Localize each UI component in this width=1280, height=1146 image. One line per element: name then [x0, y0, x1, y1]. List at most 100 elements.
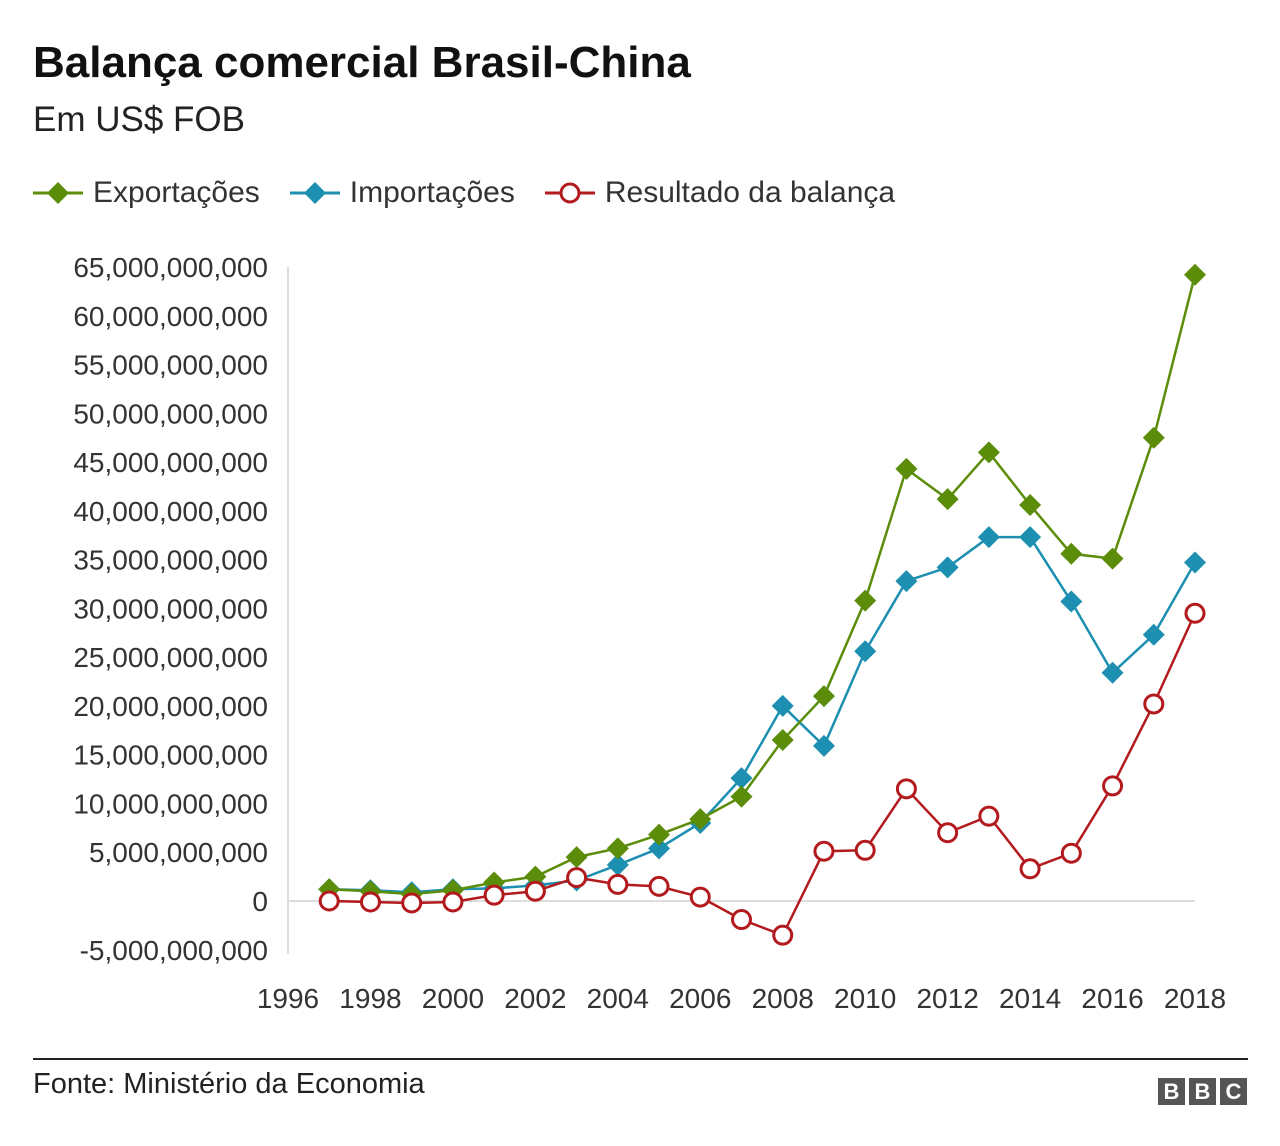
legend-item: Resultado da balança — [544, 176, 896, 210]
data-point — [730, 767, 753, 790]
data-point — [606, 853, 629, 876]
source-note: Fonte: Ministério da Economia — [33, 1068, 425, 1100]
x-tick-label: 2008 — [752, 983, 814, 1014]
legend-item: Exportações — [33, 176, 260, 210]
legend-label: Resultado da balança — [604, 176, 896, 209]
x-tick-label: 2012 — [916, 983, 978, 1014]
data-point — [977, 526, 1000, 549]
series-line — [329, 612, 1197, 937]
y-tick-label: 20,000,000,000 — [73, 691, 268, 722]
y-tick-label: 5,000,000,000 — [89, 837, 268, 868]
data-point — [936, 556, 959, 579]
data-point — [1102, 775, 1124, 797]
legend: Exportações Importações Resultado da balan… — [33, 176, 925, 210]
data-point — [607, 873, 629, 895]
x-tick-label: 2014 — [999, 983, 1061, 1014]
data-point — [937, 822, 959, 844]
data-point — [812, 734, 835, 757]
data-point — [1019, 526, 1042, 549]
series-line — [329, 274, 1197, 896]
data-point — [1184, 263, 1206, 286]
data-point — [731, 909, 752, 931]
series-line — [329, 535, 1197, 894]
data-point — [318, 890, 340, 912]
data-point — [730, 785, 753, 808]
y-tick-label: 25,000,000,000 — [73, 642, 268, 673]
x-tick-label: 2010 — [834, 983, 896, 1014]
chart-title: Balança comercial Brasil-China — [33, 38, 691, 87]
data-point — [978, 805, 1000, 827]
x-tick-label: 2018 — [1164, 983, 1226, 1014]
y-tick-label: -5,000,000,000 — [80, 935, 268, 966]
x-tick-label: 2016 — [1081, 983, 1143, 1014]
data-point — [854, 839, 876, 861]
y-tick-label: 50,000,000,000 — [73, 398, 268, 429]
data-point — [1184, 602, 1206, 624]
x-tick-label: 2002 — [504, 983, 566, 1014]
data-point — [606, 837, 629, 860]
y-tick-label: 10,000,000,000 — [73, 788, 268, 819]
legend-marker — [303, 182, 326, 204]
data-point — [524, 880, 546, 902]
data-point — [1101, 661, 1124, 684]
data-point — [442, 891, 464, 913]
legend-item: Importações — [289, 176, 515, 210]
data-point — [1060, 542, 1083, 565]
data-point — [1184, 551, 1206, 574]
x-tick-label: 2004 — [587, 983, 649, 1014]
data-point — [1019, 493, 1042, 516]
data-point — [689, 808, 712, 831]
data-point — [648, 823, 671, 846]
data-point — [895, 457, 918, 480]
series-0 — [318, 263, 1206, 906]
y-tick-label: 65,000,000,000 — [73, 252, 268, 283]
footer-divider — [33, 1058, 1248, 1060]
data-point — [895, 570, 918, 593]
data-point — [854, 589, 877, 612]
y-tick-label: 55,000,000,000 — [73, 350, 268, 381]
y-tick-label: 35,000,000,000 — [73, 545, 268, 576]
data-point — [977, 441, 1000, 464]
data-point — [566, 867, 588, 889]
legend-label: Importações — [349, 176, 515, 209]
data-point — [1101, 547, 1124, 570]
data-point — [854, 640, 877, 663]
data-point — [1060, 842, 1082, 864]
data-point — [895, 778, 917, 800]
x-tick-label: 2000 — [422, 983, 484, 1014]
diamond-marker-icon — [289, 182, 340, 204]
data-point — [483, 884, 505, 906]
legend-marker — [47, 182, 69, 204]
x-tick-label: 1998 — [339, 983, 401, 1014]
y-tick-label: 60,000,000,000 — [73, 301, 268, 332]
data-point — [565, 846, 588, 869]
data-point — [813, 840, 835, 862]
legend-marker — [559, 182, 581, 204]
circle-marker-icon — [544, 182, 595, 204]
data-point — [771, 729, 794, 752]
series-2 — [318, 602, 1206, 946]
y-tick-label: 15,000,000,000 — [73, 740, 268, 771]
diamond-marker-icon — [33, 182, 83, 204]
data-point — [1019, 858, 1041, 880]
data-point — [936, 488, 959, 511]
legend-label: Exportações — [93, 176, 260, 209]
y-tick-label: 40,000,000,000 — [73, 496, 268, 527]
y-tick-label: 30,000,000,000 — [73, 593, 268, 624]
data-point — [1142, 426, 1165, 449]
data-point — [401, 892, 423, 914]
data-point — [648, 837, 671, 860]
data-point — [648, 875, 670, 897]
data-point — [1143, 693, 1165, 715]
data-point — [772, 924, 794, 946]
x-tick-label: 1996 — [257, 983, 319, 1014]
data-point — [359, 891, 381, 913]
chart-subtitle: Em US$ FOB — [33, 100, 245, 139]
data-point — [1142, 623, 1165, 646]
y-tick-label: 0 — [252, 886, 268, 917]
y-tick-label: 45,000,000,000 — [73, 447, 268, 478]
data-point — [1060, 590, 1083, 613]
data-point — [689, 886, 711, 908]
